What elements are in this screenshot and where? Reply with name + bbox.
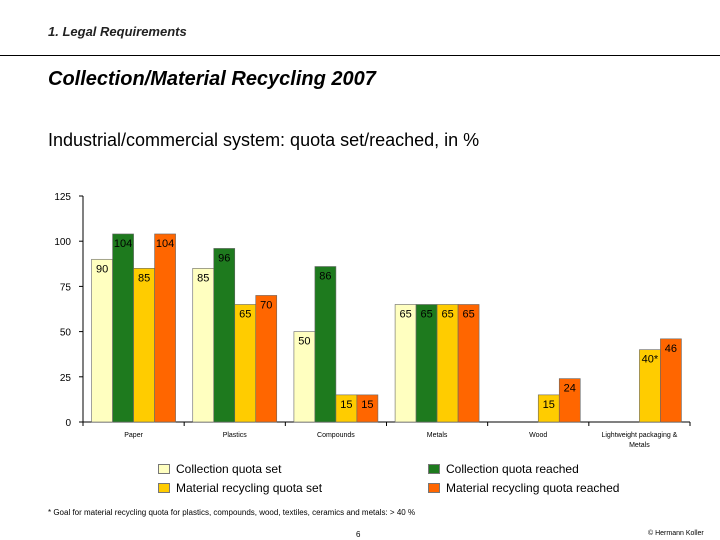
legend-label: Material recycling quota set [176, 481, 323, 495]
section-heading: 1. Legal Requirements [48, 24, 187, 39]
data-label: 65 [420, 308, 432, 320]
header-divider [0, 55, 720, 56]
legend-label: Material recycling quota reached [446, 481, 620, 495]
y-tick-label: 125 [54, 192, 71, 203]
legend-swatch [428, 464, 440, 474]
bar [314, 266, 337, 423]
data-label: 86 [319, 271, 331, 283]
data-label: 104 [114, 238, 132, 250]
bar-chart: 0 25 50 75 100 125 90 104 85 104 Paper 85 96 65 70 Plas… [54, 192, 691, 449]
x-tick-label: Lightweight packaging & [601, 432, 677, 439]
legend-item-collection-set: Collection quota set [158, 462, 281, 476]
data-label: 40* [642, 354, 659, 366]
x-tick-label: Wood [529, 432, 547, 439]
data-label: 15 [340, 399, 352, 411]
bar [91, 258, 113, 423]
y-tick-label: 0 [65, 418, 71, 429]
bar [356, 394, 379, 423]
y-tick-label: 100 [54, 237, 71, 248]
y-tick-label: 50 [60, 328, 72, 339]
bar [558, 378, 581, 423]
legend-item-collection-reached: Collection quota reached [428, 462, 579, 476]
bar [457, 304, 480, 423]
data-label: 15 [361, 399, 373, 411]
bar [112, 233, 134, 423]
bar [213, 248, 236, 423]
slide-subtitle: Industrial/commercial system: quota set/… [48, 130, 480, 150]
data-label: 90 [96, 263, 108, 275]
data-label: 104 [156, 238, 174, 250]
bar [154, 233, 176, 423]
data-label: 50 [298, 336, 310, 348]
legend-item-recycling-reached: Material recycling quota reached [428, 481, 619, 495]
legend-swatch [158, 483, 170, 493]
slide-title: Collection/Material Recycling 2007 [48, 68, 376, 90]
legend-label: Collection quota reached [446, 462, 579, 476]
data-label: 46 [665, 343, 677, 355]
copyright: © Hermann Koller [648, 530, 704, 537]
data-label: 65 [399, 308, 411, 320]
x-tick-label: Metals [427, 432, 448, 439]
legend-swatch [428, 483, 440, 493]
x-tick-label: Paper [124, 432, 143, 439]
y-tick-label: 75 [60, 282, 72, 293]
x-tick-label: Plastics [223, 432, 248, 439]
bar [436, 304, 459, 423]
bar [255, 295, 278, 423]
x-tick-label: Compounds [317, 432, 355, 439]
data-label: 85 [138, 272, 150, 284]
bar [660, 338, 682, 423]
legend-label: Collection quota set [176, 462, 282, 476]
bar [192, 268, 215, 423]
data-label: 65 [441, 308, 453, 320]
bar [394, 304, 417, 423]
legend-swatch [158, 464, 170, 474]
data-label: 24 [564, 383, 576, 395]
x-tick-label: Metals [629, 442, 650, 449]
data-label: 70 [260, 299, 272, 311]
data-label: 65 [462, 308, 474, 320]
bar [415, 304, 438, 423]
legend-item-recycling-set: Material recycling quota set [158, 481, 322, 495]
footnote: * Goal for material recycling quota for … [48, 508, 416, 517]
bar [133, 268, 155, 423]
page-number: 6 [356, 530, 361, 539]
bar [234, 304, 257, 423]
data-label: 85 [197, 272, 209, 284]
y-tick-label: 25 [60, 373, 72, 384]
data-label: 96 [218, 252, 230, 264]
data-label: 65 [239, 308, 251, 320]
data-label: 15 [543, 399, 555, 411]
